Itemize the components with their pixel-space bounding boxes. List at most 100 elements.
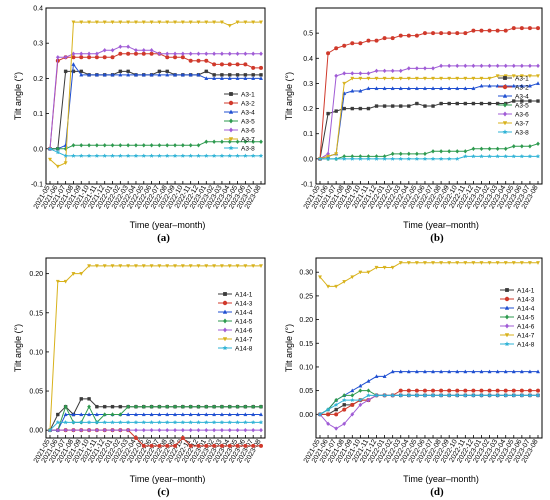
data-point — [357, 156, 363, 161]
data-point — [487, 392, 492, 398]
legend-label: A14-4 — [235, 309, 253, 316]
data-point — [87, 72, 92, 77]
legend-swatch-marker — [222, 337, 228, 342]
legend-label: A3-8 — [241, 145, 255, 152]
data-point — [79, 272, 84, 276]
data-point — [358, 88, 363, 93]
data-point — [374, 68, 379, 74]
data-point — [259, 264, 263, 269]
data-point — [511, 153, 517, 159]
data-point — [71, 51, 76, 57]
legend-label: A14-8 — [517, 341, 535, 348]
data-point — [259, 412, 263, 417]
y-tick-label: 0.2 — [303, 106, 313, 113]
y-tick-label: 0.0 — [303, 156, 313, 163]
data-point — [374, 156, 379, 161]
data-point — [134, 143, 138, 148]
data-point — [512, 99, 516, 103]
x-axis-label: Time (year–month) — [403, 220, 479, 230]
series-line — [320, 143, 539, 160]
data-point — [63, 404, 68, 409]
data-point — [366, 270, 371, 275]
data-point — [536, 141, 540, 147]
data-point — [188, 419, 194, 425]
data-point — [196, 153, 201, 158]
data-point — [341, 156, 347, 161]
data-point — [86, 153, 92, 158]
data-point — [390, 392, 396, 398]
data-point — [527, 26, 532, 31]
data-point — [251, 51, 256, 57]
data-point — [188, 20, 193, 25]
data-point — [439, 63, 444, 69]
legend-label: A3-5 — [515, 102, 529, 109]
series-line — [49, 21, 261, 167]
data-point — [220, 139, 224, 145]
data-point — [366, 397, 371, 403]
series-a3-5 — [48, 139, 263, 152]
data-point — [110, 143, 115, 148]
data-point — [55, 149, 61, 155]
data-point — [180, 264, 185, 269]
data-point — [141, 404, 146, 409]
data-point — [414, 369, 419, 374]
data-point — [165, 143, 170, 148]
data-point — [133, 51, 138, 56]
y-tick-label: 0.25 — [299, 293, 313, 300]
data-point — [173, 72, 178, 77]
data-point — [495, 369, 500, 374]
legend: A14-1 A14-3 A14-4 A14-5 A14-6 A14-7 A14-8 — [218, 291, 253, 352]
data-point — [94, 419, 100, 425]
data-point — [212, 264, 217, 269]
data-point — [196, 72, 201, 77]
data-point — [87, 404, 91, 409]
data-point — [55, 419, 61, 425]
data-point — [219, 153, 225, 158]
data-point — [196, 143, 201, 148]
y-tick-label: 0.3 — [33, 41, 43, 48]
data-point — [227, 419, 233, 425]
data-point — [94, 143, 99, 148]
legend-label: A3-6 — [241, 127, 255, 134]
data-point — [204, 58, 209, 63]
data-point — [102, 264, 107, 269]
series-a14-8 — [47, 419, 264, 433]
data-point — [71, 55, 76, 60]
legend-label: A14-3 — [235, 300, 253, 307]
data-point — [110, 20, 115, 25]
data-point — [172, 419, 178, 425]
data-point — [125, 153, 131, 158]
data-point — [235, 62, 240, 67]
legend: A3-1 A3-2 A3-4 A3-5 A3-6 A3-7 A3-8 — [224, 91, 255, 152]
data-point — [479, 28, 484, 33]
data-point — [157, 412, 162, 417]
data-point — [242, 419, 248, 425]
data-point — [495, 28, 500, 33]
series-a14-7 — [48, 264, 263, 433]
data-point — [350, 393, 355, 398]
data-point — [479, 388, 484, 393]
data-point — [366, 106, 371, 111]
data-point — [358, 41, 363, 46]
data-point — [463, 86, 468, 91]
legend-swatch-marker — [502, 111, 508, 117]
data-point — [165, 69, 169, 74]
data-point — [366, 38, 371, 43]
data-point — [141, 419, 147, 425]
data-point — [455, 261, 460, 265]
series-line — [319, 262, 538, 287]
data-point — [439, 31, 444, 36]
data-point — [250, 153, 256, 158]
data-point — [390, 86, 395, 91]
data-point — [342, 106, 346, 111]
data-point — [204, 264, 209, 269]
data-point — [259, 427, 263, 433]
data-point — [219, 264, 224, 269]
data-point — [519, 153, 525, 159]
data-point — [259, 20, 263, 25]
data-point — [350, 41, 355, 46]
data-point — [511, 392, 517, 398]
data-point — [196, 419, 201, 425]
data-point — [188, 264, 193, 269]
data-point — [157, 419, 162, 425]
